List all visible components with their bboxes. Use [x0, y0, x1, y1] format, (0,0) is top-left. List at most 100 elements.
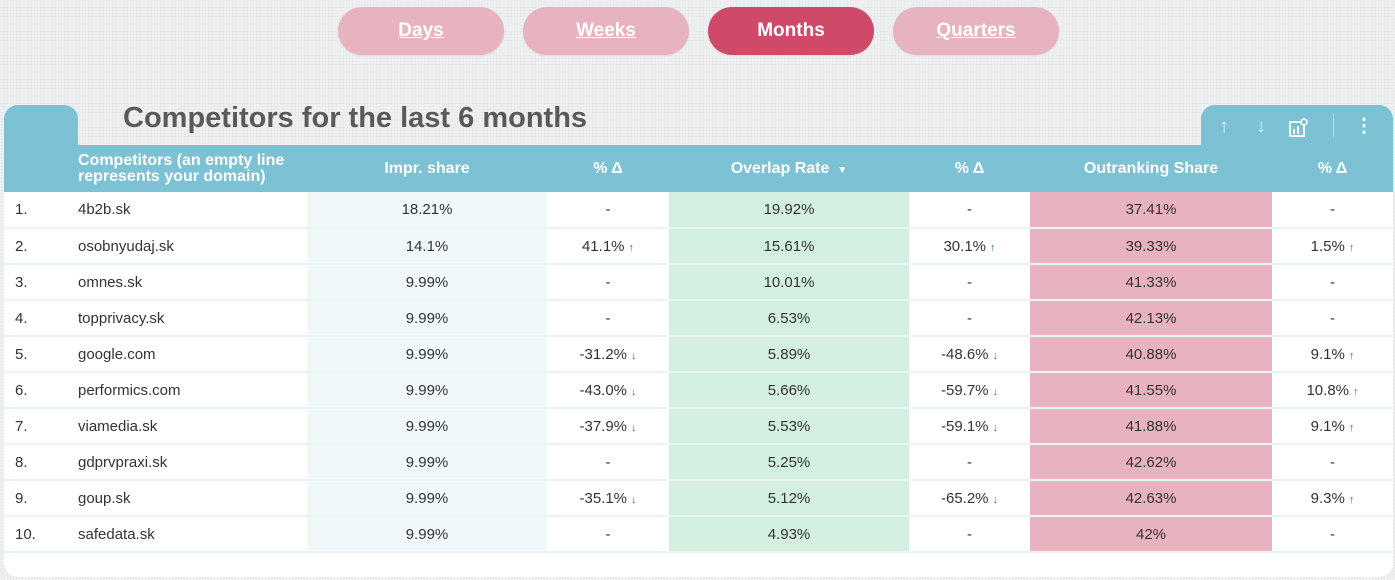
table-row[interactable]: 4. topprivacy.sk 9.99% - 6.53% - 42.13% - — [4, 300, 1393, 336]
overlap-rate-cell-value: 5.89% — [767, 345, 811, 363]
table-row[interactable]: 1. 4b2b.sk 18.21% - 19.92% - 37.41% - — [4, 192, 1393, 228]
overlap-rate-cell: 5.89% — [669, 336, 909, 372]
overlap-delta-cell: -59.1% ↓ — [909, 408, 1030, 444]
impr-delta-cell: - — [547, 516, 669, 552]
table-row[interactable]: 10. safedata.sk 9.99% - 4.93% - 42% - — [4, 516, 1393, 552]
arrow-up-icon: ↑ — [1348, 241, 1355, 254]
outranking-share-cell: 42.13% — [1030, 300, 1272, 336]
domain-cell: gdprvpraxi.sk — [78, 444, 307, 480]
domain-cell-value: osobnyudaj.sk — [78, 237, 174, 255]
outranking-delta-cell-value: - — [1330, 525, 1335, 543]
impr-share-cell-value: 9.99% — [405, 489, 449, 507]
outranking-share-cell-value: 42.62% — [1125, 453, 1177, 471]
impr-share-cell-value: 9.99% — [405, 309, 449, 327]
impr-share-cell-value: 9.99% — [405, 273, 449, 291]
period-button-quarters[interactable]: Quarters — [893, 7, 1059, 55]
overlap-delta-header[interactable]: % Δ — [954, 159, 985, 177]
period-button-weeks[interactable]: Weeks — [523, 7, 689, 55]
impr-delta-cell-value: -37.9% — [579, 417, 628, 435]
outranking-share-cell-value: 40.88% — [1125, 345, 1177, 363]
competitors-header[interactable]: Competitors (an empty line represents yo… — [78, 151, 285, 185]
overlap-rate-cell-value: 5.66% — [767, 381, 811, 399]
rank-cell-value: 10. — [15, 525, 36, 543]
outranking-delta-cell: 9.1% ↑ — [1272, 336, 1393, 372]
table-row[interactable]: 9. goup.sk 9.99% -35.1% ↓ 5.12% -65.2% ↓ 42.63% 9… — [4, 480, 1393, 516]
table-row[interactable]: 2. osobnyudaj.sk 14.1% 41.1% ↑ 15.61% 30.1% ↑ 39… — [4, 228, 1393, 264]
overlap-delta-cell-value: -59.7% — [940, 381, 989, 399]
arrow-up-icon: ↑ — [1348, 421, 1355, 434]
impr-share-header[interactable]: Impr. share — [384, 159, 470, 177]
overlap-delta-cell: -65.2% ↓ — [909, 480, 1030, 516]
outranking-delta-cell-value: - — [1330, 273, 1335, 291]
overlap-delta-cell: - — [909, 192, 1030, 228]
outranking-share-cell: 40.88% — [1030, 336, 1272, 372]
impr-delta-cell-value: -35.1% — [579, 489, 628, 507]
overlap-delta-cell-value: - — [967, 309, 972, 327]
outranking-delta-cell-value: 9.1% — [1310, 345, 1345, 363]
arrow-up-icon[interactable]: ↑ — [1219, 116, 1229, 137]
overlap-rate-cell: 4.93% — [669, 516, 909, 552]
impr-delta-cell: - — [547, 192, 669, 228]
overlap-delta-cell: - — [909, 264, 1030, 300]
rank-cell: 9. — [4, 480, 78, 516]
page-title: Competitors for the last 6 months — [123, 102, 588, 134]
overlap-rate-header[interactable]: Overlap Rate ▼ — [669, 145, 909, 192]
arrow-down-icon[interactable]: ↓ — [1256, 116, 1266, 137]
period-button-months[interactable]: Months — [708, 7, 874, 55]
outranking-delta-cell: - — [1272, 192, 1393, 228]
outranking-delta-header[interactable]: % Δ — [1317, 159, 1348, 177]
rank-cell: 1. — [4, 192, 78, 228]
sort-desc-icon[interactable]: ▼ — [837, 164, 848, 176]
outranking-share-cell-value: 42.63% — [1125, 489, 1177, 507]
table-row[interactable]: 7. viamedia.sk 9.99% -37.9% ↓ 5.53% -59.1% ↓ 41.… — [4, 408, 1393, 444]
domain-cell: performics.com — [78, 372, 307, 408]
period-button-days[interactable]: Days — [338, 7, 504, 55]
table-row[interactable]: 8. gdprvpraxi.sk 9.99% - 5.25% - 42.62% - — [4, 444, 1393, 480]
rank-cell: 8. — [4, 444, 78, 480]
table-row[interactable]: 5. google.com 9.99% -31.2% ↓ 5.89% -48.6% ↓ 40.8… — [4, 336, 1393, 372]
chart-toolbar: ↑ ↓ ⋮ — [1201, 105, 1393, 150]
impr-delta-cell: -37.9% ↓ — [547, 408, 669, 444]
impr-share-cell: 9.99% — [307, 480, 547, 516]
table-row[interactable]: 3. omnes.sk 9.99% - 10.01% - 41.33% - — [4, 264, 1393, 300]
chart-explore-icon[interactable] — [1287, 115, 1309, 139]
outranking-delta-cell: - — [1272, 444, 1393, 480]
rank-cell: 3. — [4, 264, 78, 300]
impr-delta-header[interactable]: % Δ — [593, 159, 623, 177]
rank-cell: 6. — [4, 372, 78, 408]
table-row[interactable]: 6. performics.com 9.99% -43.0% ↓ 5.66% -59.7% ↓… — [4, 372, 1393, 408]
outranking-delta-cell: 9.1% ↑ — [1272, 408, 1393, 444]
impr-delta-cell-value: - — [605, 453, 611, 471]
overlap-rate-cell-value: 10.01% — [763, 273, 815, 291]
outranking-share-cell-value: 42% — [1135, 525, 1167, 543]
impr-share-cell: 9.99% — [307, 336, 547, 372]
overlap-delta-cell: -48.6% ↓ — [909, 336, 1030, 372]
overlap-rate-cell: 10.01% — [669, 264, 909, 300]
overlap-rate-header-label: Overlap Rate — [730, 159, 830, 177]
rank-cell-value: 7. — [15, 417, 28, 435]
domain-cell: topprivacy.sk — [78, 300, 307, 336]
overlap-rate-cell: 19.92% — [669, 192, 909, 228]
impr-share-cell: 9.99% — [307, 372, 547, 408]
outranking-share-header[interactable]: Outranking Share — [1083, 159, 1219, 177]
impr-share-cell-value: 9.99% — [405, 525, 449, 543]
domain-cell: google.com — [78, 336, 307, 372]
overlap-delta-cell-value: -48.6% — [940, 345, 989, 363]
more-vert-icon[interactable]: ⋮ — [1354, 116, 1374, 137]
impr-delta-cell-value: 41.1% — [581, 237, 625, 255]
arrow-up-icon: ↑ — [1348, 349, 1355, 362]
outranking-share-cell: 39.33% — [1030, 228, 1272, 264]
rank-cell: 10. — [4, 516, 78, 552]
impr-share-cell-value: 9.99% — [405, 453, 449, 471]
rank-cell-value: 3. — [15, 273, 28, 291]
outranking-share-cell: 41.55% — [1030, 372, 1272, 408]
overlap-rate-cell-value: 5.25% — [767, 453, 811, 471]
title-tab-decoration — [4, 105, 78, 155]
domain-cell-value: performics.com — [78, 381, 181, 399]
outranking-delta-cell: 1.5% ↑ — [1272, 228, 1393, 264]
outranking-delta-cell: - — [1272, 300, 1393, 336]
arrow-down-icon: ↓ — [631, 385, 637, 398]
overlap-rate-cell: 5.53% — [669, 408, 909, 444]
outranking-share-cell-value: 41.55% — [1125, 381, 1177, 399]
outranking-delta-cell-value: - — [1330, 201, 1335, 218]
